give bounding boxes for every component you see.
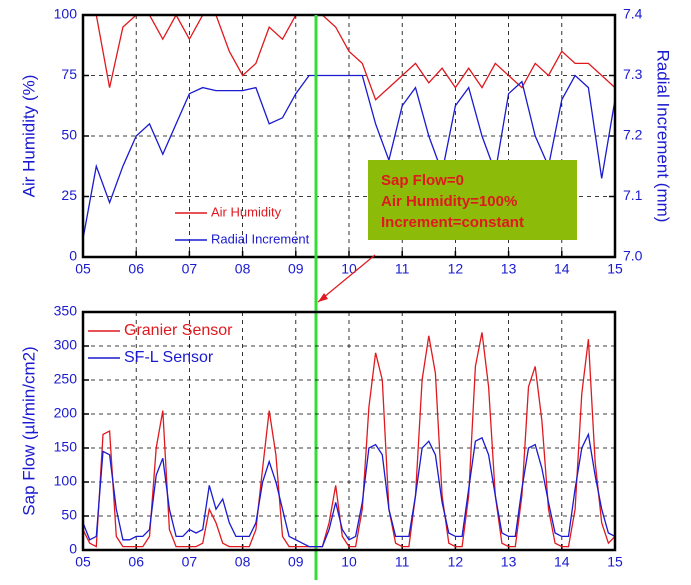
legend-label: Air Humidity xyxy=(211,204,282,219)
y2-tick-label: 7.4 xyxy=(623,6,643,22)
legend-label: SF-L Sensor xyxy=(124,349,214,366)
y-axis-label: Sap Flow (µl/min/cm2) xyxy=(19,346,38,515)
x-tick-label: 11 xyxy=(395,261,410,277)
data-line xyxy=(83,13,616,101)
annotation-text: Increment=constant xyxy=(381,214,524,231)
arrow xyxy=(317,254,376,303)
plot-frame xyxy=(81,13,617,259)
annotation-text: Air Humidity=100% xyxy=(381,193,517,210)
x-tick-label: 10 xyxy=(341,554,357,570)
x-tick-label: 05 xyxy=(75,261,91,277)
data-line xyxy=(82,432,616,548)
y2-tick-label: 7.0 xyxy=(623,248,643,264)
x-tick-label: 06 xyxy=(128,261,144,277)
y-tick-label: 25 xyxy=(61,187,77,203)
y-tick-label: 100 xyxy=(54,6,78,22)
legend-label: Granier Sensor xyxy=(124,322,233,339)
annotation-box xyxy=(368,160,577,240)
y2-axis-label: Radial Increment (mm) xyxy=(654,50,673,223)
x-tick-label: 05 xyxy=(75,554,91,570)
x-tick-label: 12 xyxy=(448,554,464,570)
x-tick-label: 13 xyxy=(501,261,517,277)
x-tick-label: 07 xyxy=(182,261,198,277)
y-tick-label: 0 xyxy=(69,248,77,264)
plot-frame xyxy=(81,310,617,552)
data-line xyxy=(82,74,616,239)
x-tick-label: 09 xyxy=(288,554,304,570)
y2-tick-label: 7.3 xyxy=(623,66,643,82)
y-tick-label: 150 xyxy=(54,439,78,455)
x-tick-label: 13 xyxy=(501,554,517,570)
x-tick-label: 14 xyxy=(554,261,570,277)
y2-tick-label: 7.2 xyxy=(623,127,643,143)
arrow-head xyxy=(318,293,329,302)
y-tick-label: 50 xyxy=(61,507,77,523)
data-line xyxy=(82,332,616,548)
x-tick-label: 10 xyxy=(341,261,357,277)
x-tick-label: 15 xyxy=(607,554,623,570)
x-tick-label: 08 xyxy=(235,554,251,570)
x-tick-label: 12 xyxy=(448,261,464,277)
y-tick-label: 350 xyxy=(54,303,78,319)
x-tick-label: 06 xyxy=(128,554,144,570)
y-tick-label: 250 xyxy=(54,371,78,387)
y-tick-label: 50 xyxy=(61,127,77,143)
x-tick-label: 08 xyxy=(235,261,251,277)
legend-label: Radial Increment xyxy=(211,231,310,246)
annotation-text: Sap Flow=0 xyxy=(381,172,464,189)
y-tick-label: 100 xyxy=(54,473,78,489)
y-tick-label: 75 xyxy=(61,66,77,82)
y-tick-label: 0 xyxy=(69,541,77,557)
x-tick-label: 11 xyxy=(395,554,410,570)
x-tick-label: 15 xyxy=(607,261,623,277)
x-tick-label: 09 xyxy=(288,261,304,277)
y-tick-label: 200 xyxy=(54,405,78,421)
x-tick-label: 14 xyxy=(554,554,570,570)
y2-tick-label: 7.1 xyxy=(623,187,643,203)
x-tick-label: 07 xyxy=(182,554,198,570)
y-axis-label: Air Humidity (%) xyxy=(19,75,38,198)
y-tick-label: 300 xyxy=(54,337,78,353)
